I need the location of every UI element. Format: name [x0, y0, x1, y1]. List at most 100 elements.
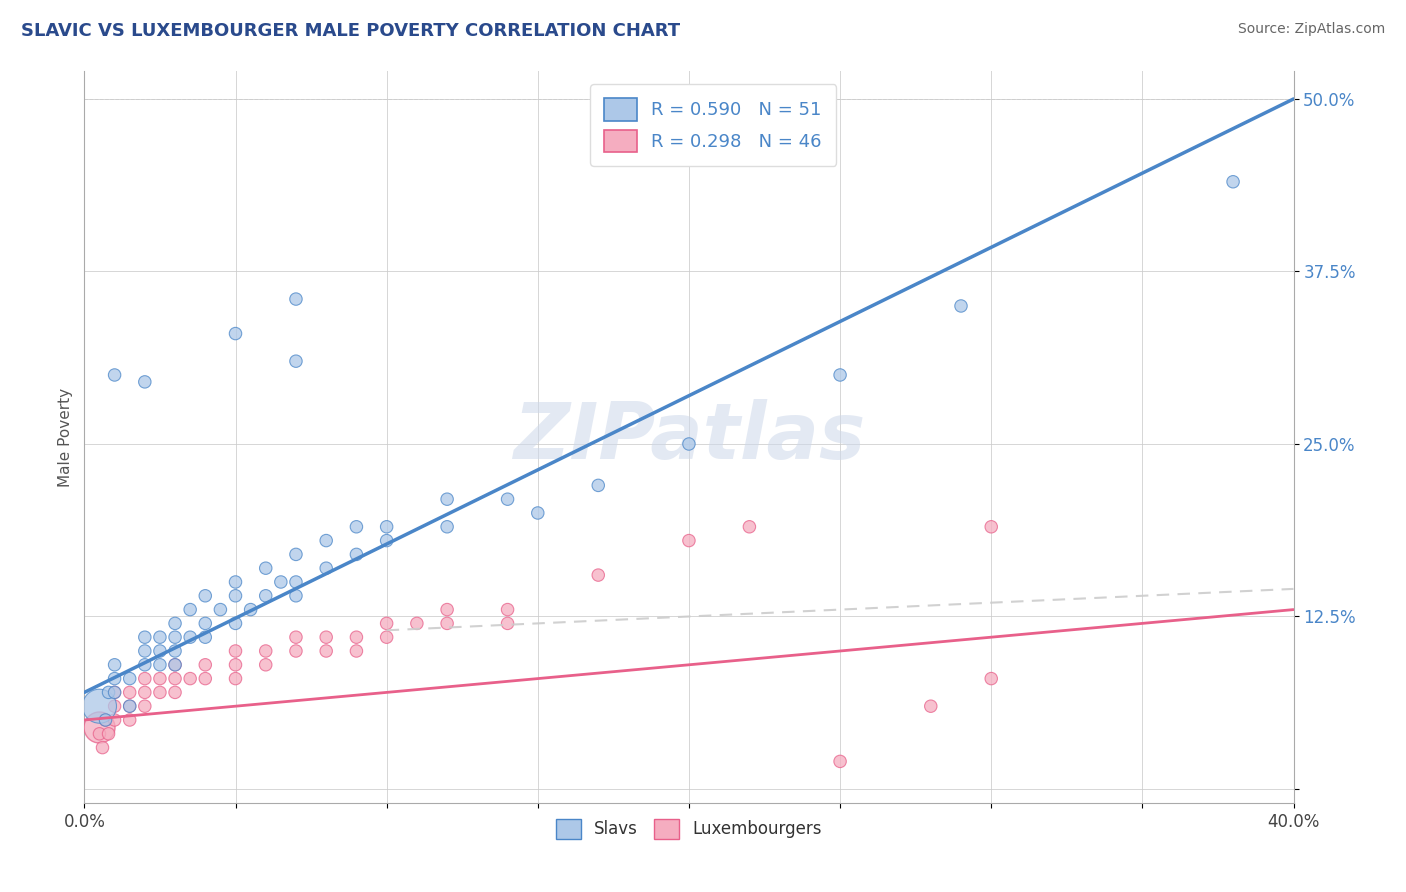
Point — [89, 720, 111, 734]
Point — [134, 630, 156, 644]
Point — [254, 657, 277, 672]
Point — [406, 616, 429, 631]
Point — [194, 630, 217, 644]
Legend: Slavs, Luxembourgers: Slavs, Luxembourgers — [548, 812, 830, 846]
Point — [149, 685, 172, 699]
Point — [134, 644, 156, 658]
Point — [179, 630, 201, 644]
Point — [436, 520, 458, 534]
Point — [149, 630, 172, 644]
Point — [165, 685, 187, 699]
Point — [209, 602, 232, 616]
Point — [134, 672, 156, 686]
Point — [830, 755, 852, 769]
Point — [346, 630, 368, 644]
Point — [118, 672, 141, 686]
Point — [89, 699, 111, 714]
Point — [134, 685, 156, 699]
Point — [375, 520, 398, 534]
Point — [194, 589, 217, 603]
Text: ZIPatlas: ZIPatlas — [513, 399, 865, 475]
Point — [738, 520, 761, 534]
Point — [315, 561, 337, 575]
Point — [285, 630, 308, 644]
Point — [134, 375, 156, 389]
Point — [830, 368, 852, 382]
Point — [375, 630, 398, 644]
Point — [165, 657, 187, 672]
Point — [496, 602, 519, 616]
Point — [346, 548, 368, 562]
Point — [270, 574, 292, 589]
Point — [527, 506, 550, 520]
Point — [118, 699, 141, 714]
Point — [285, 292, 308, 306]
Point — [91, 740, 114, 755]
Point — [346, 644, 368, 658]
Point — [285, 574, 308, 589]
Point — [94, 713, 117, 727]
Point — [104, 685, 127, 699]
Point — [118, 685, 141, 699]
Point — [496, 616, 519, 631]
Point — [588, 568, 610, 582]
Point — [104, 713, 127, 727]
Point — [980, 672, 1002, 686]
Point — [225, 616, 247, 631]
Point — [315, 630, 337, 644]
Point — [678, 437, 700, 451]
Point — [285, 354, 308, 368]
Point — [496, 492, 519, 507]
Point — [165, 616, 187, 631]
Point — [346, 520, 368, 534]
Text: Source: ZipAtlas.com: Source: ZipAtlas.com — [1237, 22, 1385, 37]
Point — [225, 589, 247, 603]
Point — [980, 520, 1002, 534]
Point — [97, 727, 120, 741]
Point — [1222, 175, 1244, 189]
Point — [94, 713, 117, 727]
Y-axis label: Male Poverty: Male Poverty — [58, 387, 73, 487]
Point — [225, 644, 247, 658]
Point — [194, 616, 217, 631]
Point — [104, 368, 127, 382]
Point — [149, 672, 172, 686]
Point — [254, 589, 277, 603]
Point — [315, 533, 337, 548]
Point — [436, 602, 458, 616]
Point — [375, 533, 398, 548]
Point — [285, 644, 308, 658]
Point — [375, 616, 398, 631]
Point — [950, 299, 973, 313]
Text: SLAVIC VS LUXEMBOURGER MALE POVERTY CORRELATION CHART: SLAVIC VS LUXEMBOURGER MALE POVERTY CORR… — [21, 22, 681, 40]
Point — [149, 644, 172, 658]
Point — [149, 657, 172, 672]
Point — [225, 326, 247, 341]
Point — [225, 657, 247, 672]
Point — [179, 672, 201, 686]
Point — [225, 672, 247, 686]
Point — [285, 548, 308, 562]
Point — [104, 699, 127, 714]
Point — [104, 657, 127, 672]
Point — [165, 657, 187, 672]
Point — [194, 672, 217, 686]
Point — [254, 561, 277, 575]
Point — [194, 657, 217, 672]
Point — [97, 685, 120, 699]
Point — [179, 602, 201, 616]
Point — [239, 602, 262, 616]
Point — [315, 644, 337, 658]
Point — [134, 657, 156, 672]
Point — [104, 672, 127, 686]
Point — [89, 727, 111, 741]
Point — [225, 574, 247, 589]
Point — [588, 478, 610, 492]
Point — [920, 699, 942, 714]
Point — [165, 630, 187, 644]
Point — [118, 713, 141, 727]
Point — [285, 589, 308, 603]
Point — [436, 492, 458, 507]
Point — [104, 685, 127, 699]
Point — [436, 616, 458, 631]
